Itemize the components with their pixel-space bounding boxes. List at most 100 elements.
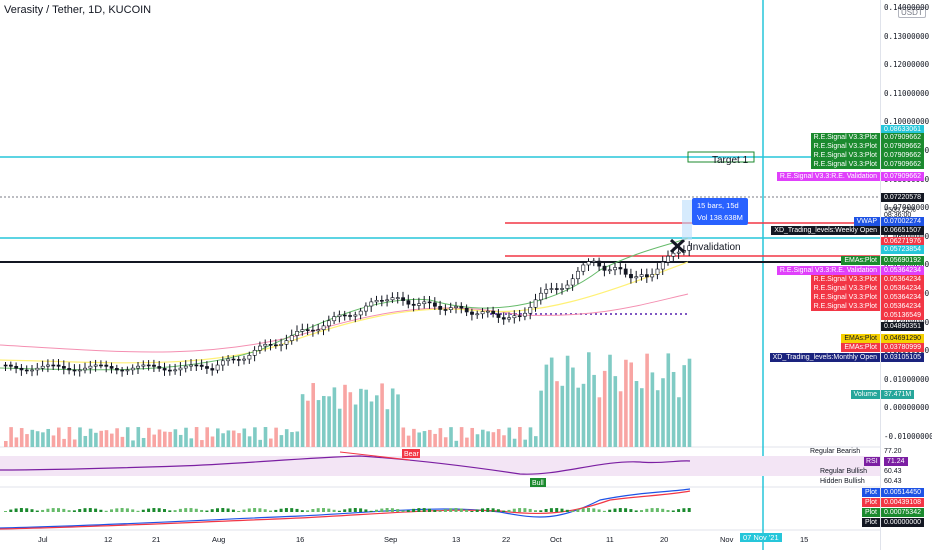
volume-bar <box>178 434 183 447</box>
volume-bar <box>443 437 448 447</box>
macd-hist-bar <box>576 509 580 512</box>
macd-hist-bar <box>592 508 596 512</box>
value-tag-label: EMAs:Plot <box>841 343 880 352</box>
candle <box>607 269 612 272</box>
volume-bar <box>390 388 395 447</box>
volume-bar <box>120 436 125 447</box>
macd-hist-bar <box>343 509 347 512</box>
candle <box>459 306 464 309</box>
volume-bar <box>263 427 268 447</box>
macd-hist-bar <box>72 510 76 512</box>
volume-bar <box>30 429 35 447</box>
volume-bar <box>311 383 315 447</box>
macd-hist-bar <box>242 509 246 512</box>
macd-hist-bar <box>597 509 601 512</box>
macd-hist-bar <box>25 508 29 512</box>
bull-tag-text: Bull <box>532 480 544 487</box>
volume-series[interactable] <box>4 352 692 447</box>
price-chart-canvas[interactable]: Target 1 Invalidation 15 bars, 15d Vol 1… <box>0 0 880 550</box>
volume-bar <box>677 397 681 447</box>
candle <box>544 289 549 294</box>
measure-bars-text: 15 bars, 15d <box>697 201 739 210</box>
macd-hist-bar <box>300 510 304 512</box>
macd-hist-bar <box>41 509 45 512</box>
value-tag: 0.04890351 <box>881 322 924 331</box>
volume-bar <box>19 428 24 447</box>
volume-bar <box>348 392 353 447</box>
macd-hist-bar <box>534 510 537 512</box>
macd-hist-bar <box>449 508 453 512</box>
volume-bar <box>337 408 342 447</box>
measure-range[interactable] <box>682 200 692 240</box>
volume-bar <box>470 427 474 447</box>
value-tag-extra: 08:36:00 <box>884 212 912 219</box>
macd-hist-bar <box>555 508 559 512</box>
candle <box>650 274 655 278</box>
time-axis-label: 07 Nov '21 <box>740 533 782 542</box>
macd-hist-bar <box>459 508 463 512</box>
candlestick-series[interactable] <box>3 241 692 377</box>
target-box[interactable] <box>687 151 755 163</box>
candle <box>215 364 220 371</box>
macd-hist-bar <box>380 508 384 512</box>
signal-line[interactable] <box>0 490 691 530</box>
macd-hist-bar <box>671 510 675 512</box>
volume-bar <box>634 381 639 447</box>
macd-histogram[interactable] <box>4 508 691 512</box>
volume-bar <box>560 385 565 447</box>
macd-hist-bar <box>470 510 474 512</box>
time-axis-label: 13 <box>452 535 461 544</box>
macd-hist-bar <box>279 508 283 512</box>
volume-bar <box>9 427 13 447</box>
volume-bar <box>237 433 241 447</box>
macd-hist-bar <box>125 508 129 512</box>
macd-hist-bar <box>35 510 39 512</box>
candle <box>591 260 596 263</box>
candle <box>221 360 225 366</box>
volume-bar <box>465 437 469 447</box>
macd-hist-bar <box>486 508 490 512</box>
volume-bar <box>655 390 660 447</box>
candle <box>252 349 257 356</box>
candle <box>676 251 681 254</box>
candle <box>475 313 480 316</box>
ema-fast-line[interactable] <box>0 237 689 371</box>
candle <box>300 329 305 332</box>
candle <box>597 260 602 267</box>
currency-badge[interactable]: USDT <box>898 7 926 18</box>
candle <box>141 364 146 367</box>
volume-bar <box>88 428 93 447</box>
time-axis-label: 12 <box>104 535 113 544</box>
macd-hist-bar <box>30 509 34 512</box>
ema-slow-line[interactable] <box>0 293 689 353</box>
value-tag: 0.03105105 <box>881 353 924 362</box>
macd-hist-bar <box>104 510 108 512</box>
macd-hist-bar <box>131 509 135 512</box>
candle <box>523 312 527 317</box>
rsi-label-hidden-bullish: Hidden Bullish <box>820 478 865 485</box>
macd-hist-bar <box>189 508 193 512</box>
candle <box>586 261 591 266</box>
value-tag-label: R.E.Signal V3.3:Plot <box>810 302 880 311</box>
macd-hist-bar <box>348 508 352 512</box>
candle <box>639 274 644 277</box>
candle <box>205 366 209 369</box>
volume-bar <box>306 400 310 447</box>
volume-bar <box>51 435 56 447</box>
candle <box>231 358 236 361</box>
candle <box>613 267 618 271</box>
invalidation-x-icon <box>669 238 686 254</box>
candle <box>326 320 331 327</box>
macd-line[interactable] <box>0 488 691 529</box>
candle <box>602 265 607 271</box>
volume-bar <box>417 432 421 447</box>
time-axis-label: Aug <box>212 535 226 544</box>
ema-mid-line[interactable] <box>0 261 689 364</box>
macd-hist-bar <box>687 508 691 512</box>
macd-hist-bar <box>666 510 670 512</box>
volume-bar <box>104 430 109 447</box>
macd-hist-bar <box>99 509 103 512</box>
macd-hist-bar <box>200 509 204 512</box>
macd-hist-bar <box>428 508 431 512</box>
